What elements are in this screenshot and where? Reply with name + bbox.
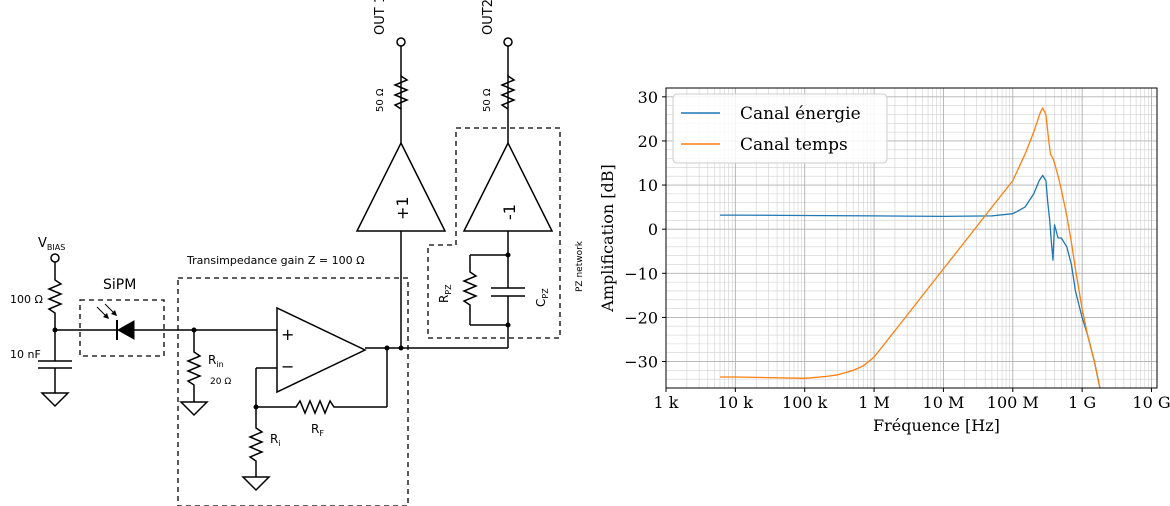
svg-text:CPZ: CPZ xyxy=(534,288,550,307)
svg-text:50 Ω: 50 Ω xyxy=(482,88,493,112)
svg-text:PZ network: PZ network xyxy=(575,240,585,292)
svg-text:100 Ω: 100 Ω xyxy=(10,293,43,306)
svg-text:10 nF: 10 nF xyxy=(10,348,41,361)
svg-text:20 Ω: 20 Ω xyxy=(210,377,231,387)
x-ticks: 1 k 10 k 100 k 1 M 10 M 100 M 1 G 10 G xyxy=(654,388,1170,412)
svg-text:Rin: Rin xyxy=(208,353,224,369)
x-tick-label-2: 100 k xyxy=(782,393,828,412)
bias-resistor: 100 Ω xyxy=(10,275,63,330)
y-tick-label-6: −30 xyxy=(624,353,658,372)
rf-resistor: RF xyxy=(256,399,387,438)
ri-resistor: Ri xyxy=(248,407,281,477)
series-line-0 xyxy=(720,174,1101,389)
y-tick-label-4: −10 xyxy=(624,264,658,283)
svg-text:Transimpedance gain Z = 100 Ω: Transimpedance gain Z = 100 Ω xyxy=(186,254,365,267)
y-axis-label: Amplification [dB] xyxy=(598,164,617,312)
x-tick-label-4: 10 M xyxy=(923,393,965,412)
pz-network-box xyxy=(427,127,561,339)
legend-label-energie: Canal énergie xyxy=(740,104,861,124)
svg-text:-1: -1 xyxy=(500,204,519,220)
buffer-minus1: -1 OUT2 50 Ω xyxy=(462,0,554,348)
y-ticks: 30 20 10 0 −10 −20 −30 xyxy=(624,88,666,372)
chart-legend: Canal énergie Canal temps xyxy=(672,93,888,164)
pz-network: RPZ CPZ xyxy=(437,231,550,328)
svg-text:OUT 1: OUT 1 xyxy=(373,0,388,35)
buffer-plus1: +1 OUT 1 50 Ω xyxy=(355,0,447,348)
y-tick-label-3: 0 xyxy=(648,220,658,239)
chart-series xyxy=(720,107,1101,389)
circuit-schematic: VBIAS 100 Ω 10 nF SiPM xyxy=(10,0,585,506)
svg-text:+1: +1 xyxy=(393,196,412,220)
y-tick-label-2: 10 xyxy=(638,176,658,195)
ground-icon xyxy=(40,392,70,408)
vbias-terminal: VBIAS xyxy=(38,236,65,275)
transimpedance-box xyxy=(177,277,409,506)
svg-text:−: − xyxy=(281,357,294,376)
x-tick-label-3: 1 M xyxy=(858,393,890,412)
svg-text:Ri: Ri xyxy=(270,432,281,448)
svg-text:RPZ: RPZ xyxy=(437,284,453,303)
svg-text:SiPM: SiPM xyxy=(103,277,136,293)
svg-text:+: + xyxy=(281,325,294,344)
opamp: + − xyxy=(276,306,367,394)
x-tick-label-1: 10 k xyxy=(718,393,753,412)
y-tick-label-1: 20 xyxy=(638,132,658,151)
x-tick-label-0: 1 k xyxy=(654,393,679,412)
svg-text:OUT2: OUT2 xyxy=(481,0,496,35)
plot-frame xyxy=(665,87,1158,389)
series-line-1 xyxy=(720,107,1101,389)
sipm: SiPM xyxy=(55,277,194,357)
svg-text:RF: RF xyxy=(311,422,324,438)
bias-capacitor: 10 nF xyxy=(10,330,72,393)
transimpedance-stage: Transimpedance gain Z = 100 Ω xyxy=(177,254,409,506)
rin-resistor: Rin 20 Ω xyxy=(186,330,231,402)
frequency-response-chart: 30 20 10 0 −10 −20 −30 1 k 10 k 100 k 1 M 10 M 100 … xyxy=(598,87,1170,435)
y-tick-label-0: 30 xyxy=(638,88,658,107)
y-tick-label-5: −20 xyxy=(624,308,658,327)
x-axis-label: Fréquence [Hz] xyxy=(873,416,1000,435)
x-tick-label-6: 1 G xyxy=(1068,393,1096,412)
svg-text:VBIAS: VBIAS xyxy=(38,236,65,252)
ground-icon xyxy=(241,476,271,492)
x-tick-label-7: 10 G xyxy=(1132,393,1170,412)
legend-label-temps: Canal temps xyxy=(740,135,848,155)
svg-text:50 Ω: 50 Ω xyxy=(375,88,386,112)
x-tick-label-5: 100 M xyxy=(987,393,1039,412)
ground-icon xyxy=(179,401,209,417)
